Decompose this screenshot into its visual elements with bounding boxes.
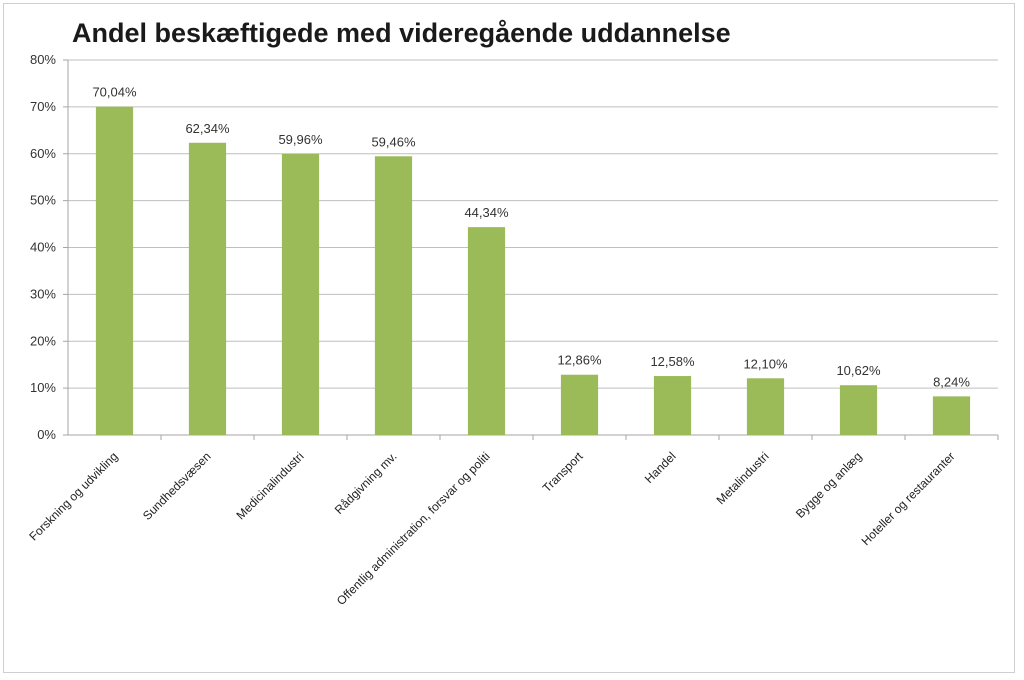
data-label: 59,96% xyxy=(278,132,323,147)
bar xyxy=(188,142,227,435)
category-label: Rådgivning mv. xyxy=(332,449,400,517)
y-tick-label: 50% xyxy=(30,193,56,208)
y-tick-label: 0% xyxy=(37,427,56,442)
bar xyxy=(932,396,971,435)
y-tick-label: 80% xyxy=(30,52,56,67)
data-label: 44,34% xyxy=(464,205,509,220)
data-label: 12,86% xyxy=(557,353,602,368)
bar xyxy=(560,374,599,435)
bar xyxy=(281,153,320,435)
y-tick-label: 20% xyxy=(30,333,56,348)
chart-frame: Andel beskæftigede med videregående udda… xyxy=(3,3,1015,673)
y-tick-label: 30% xyxy=(30,286,56,301)
category-label: Metalindustri xyxy=(714,449,772,507)
category-label: Hoteller og restauranter xyxy=(859,449,958,548)
y-tick-label: 70% xyxy=(30,99,56,114)
bar xyxy=(653,376,692,435)
data-label: 12,10% xyxy=(743,356,788,371)
category-label: Sundhedsvæsen xyxy=(140,449,214,523)
category-label: Medicinalindustri xyxy=(234,449,307,522)
bar xyxy=(95,106,134,435)
bar xyxy=(746,378,785,435)
data-label: 8,24% xyxy=(933,374,970,389)
y-tick-label: 40% xyxy=(30,240,56,255)
category-label: Offentlig administration, forsvar og pol… xyxy=(334,449,493,608)
bar xyxy=(467,227,506,435)
data-label: 10,62% xyxy=(836,363,881,378)
bar xyxy=(374,156,413,435)
data-label: 62,34% xyxy=(185,121,230,136)
y-tick-label: 10% xyxy=(30,380,56,395)
bar xyxy=(839,385,878,435)
category-label: Transport xyxy=(540,449,586,495)
data-label: 12,58% xyxy=(650,354,695,369)
chart-title: Andel beskæftigede med videregående udda… xyxy=(72,18,731,48)
y-tick-label: 60% xyxy=(30,146,56,161)
data-label: 59,46% xyxy=(371,134,416,149)
category-label: Bygge og anlæg xyxy=(793,449,865,521)
category-label: Handel xyxy=(642,449,679,486)
category-label: Forskning og udvikling xyxy=(26,449,120,543)
data-label: 70,04% xyxy=(92,85,137,100)
